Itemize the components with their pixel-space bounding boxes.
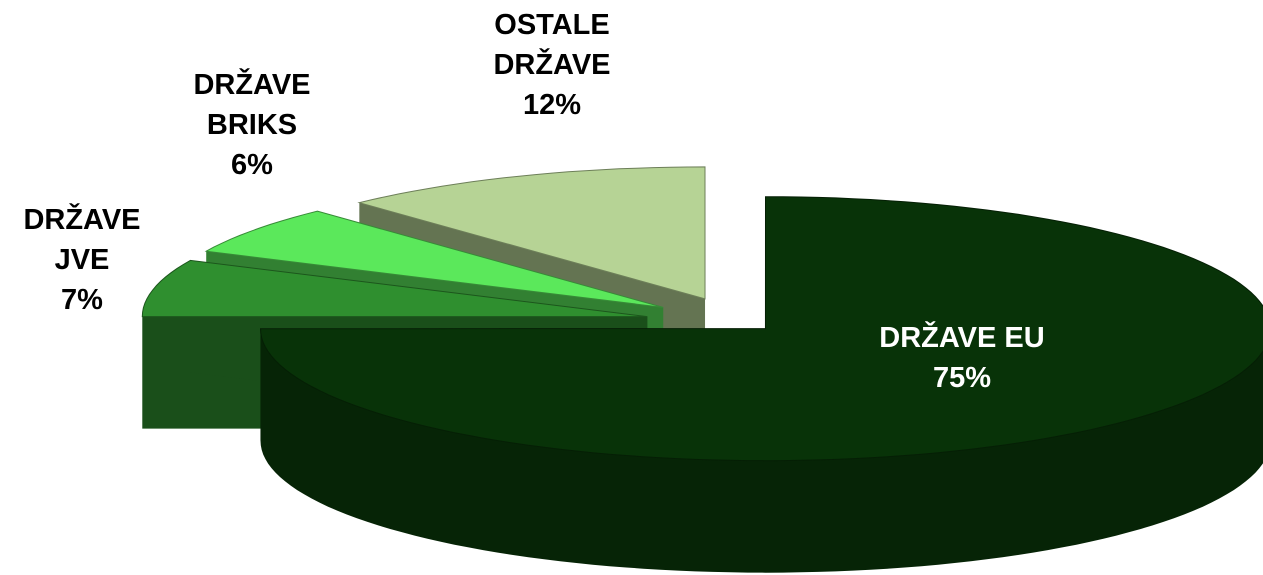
- slice-value-label: 12%: [522, 89, 582, 121]
- slice: [259, 196, 1263, 462]
- slice-value-label: 6%: [231, 149, 273, 181]
- slice-value-label: 7%: [61, 284, 103, 316]
- slice-label: DRŽAVE EU: [879, 322, 1045, 354]
- slice: [357, 166, 706, 300]
- slice-value-label: 75%: [932, 362, 992, 394]
- slice-label: OSTALE DRŽAVE: [493, 9, 611, 81]
- slice: [204, 210, 664, 308]
- slice-wall: [260, 328, 1263, 573]
- slice: [141, 259, 648, 318]
- slice-label: DRŽAVE BRIKS: [193, 69, 311, 141]
- slice-label: DRŽAVE JVE: [23, 204, 141, 276]
